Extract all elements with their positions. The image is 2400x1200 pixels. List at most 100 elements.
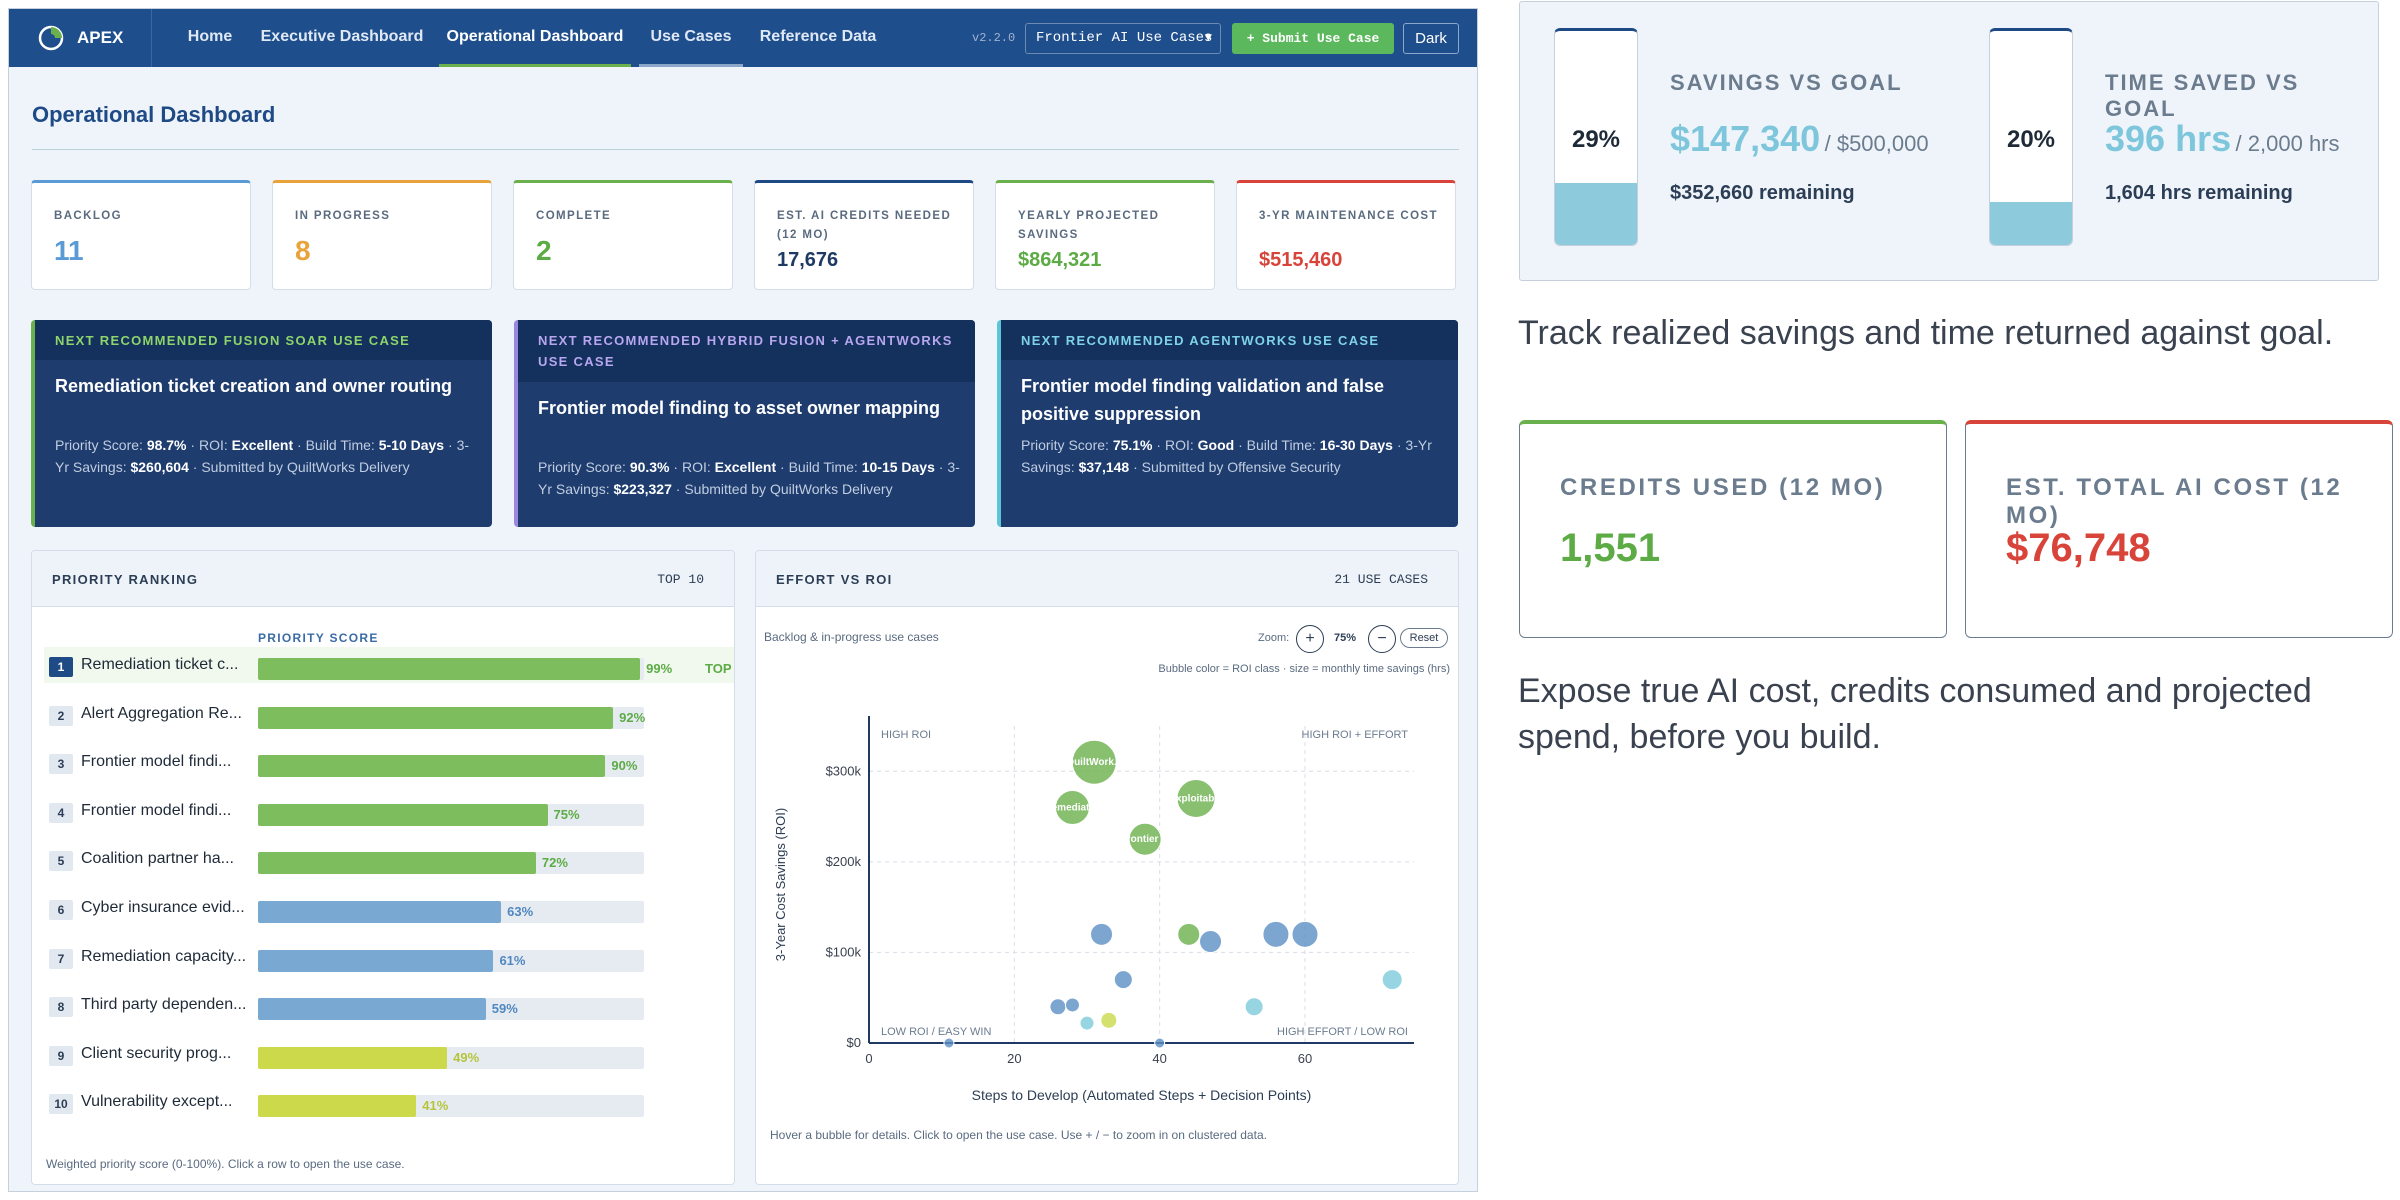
bubble[interactable]: Exploitab...	[1169, 778, 1223, 818]
bubble[interactable]: QuiltWork...	[1066, 739, 1122, 785]
score-bar	[258, 706, 614, 729]
priority-row[interactable]: 2 Alert Aggregation Re... 92%	[44, 696, 734, 732]
priority-row[interactable]: 6 Cyber insurance evid... 63%	[44, 890, 734, 926]
kpi-card: YEARLY PROJECTED SAVINGS $864,321	[995, 180, 1215, 290]
bubble[interactable]	[943, 1037, 955, 1049]
priority-row[interactable]: 9 Client security prog... 49%	[44, 1036, 734, 1072]
bubble[interactable]: Remediati...	[1044, 790, 1101, 826]
bubble-circle[interactable]	[1176, 778, 1216, 818]
bubble-circle[interactable]	[1154, 1037, 1166, 1049]
bubble[interactable]	[1199, 930, 1223, 954]
bubble[interactable]	[1177, 922, 1201, 946]
bubble-circle[interactable]	[1064, 997, 1080, 1013]
recommendation-roi-label: ROI:	[681, 459, 711, 475]
nav-use-cases[interactable]: Use Cases	[639, 9, 743, 67]
time-goal-pct: 20%	[2006, 126, 2056, 153]
bubble-circle[interactable]	[1199, 930, 1223, 954]
recommendation-card[interactable]: NEXT RECOMMENDED FUSION SOAR USE CASE Rem…	[31, 320, 492, 527]
x-tick-label: 0	[865, 1051, 872, 1066]
zoom-in-button[interactable]: +	[1296, 625, 1324, 653]
priority-row[interactable]: 4 Frontier model findi... 75%	[44, 793, 734, 829]
bubble-circle[interactable]	[1100, 1011, 1118, 1029]
bubble-circle[interactable]	[1071, 739, 1117, 785]
recommendation-priority-label: Priority Score:	[538, 459, 626, 475]
priority-row[interactable]: 10 Vulnerability except... 41%	[44, 1084, 734, 1120]
score-track	[258, 852, 644, 875]
recommendation-submitted: Submitted by QuiltWorks Delivery	[201, 459, 410, 475]
bubble-circle[interactable]	[1049, 998, 1067, 1016]
priority-row[interactable]: 1 Remediation ticket c... 99% TOP	[44, 647, 734, 683]
recommendation-header: NEXT RECOMMENDED FUSION SOAR USE CASE	[35, 320, 492, 360]
priority-row[interactable]: 8 Third party dependen... 59%	[44, 987, 734, 1023]
nav-operational-dashboard[interactable]: Operational Dashboard	[439, 9, 631, 67]
zoom-out-button[interactable]: −	[1368, 625, 1396, 653]
bubble-circle[interactable]	[1079, 1015, 1095, 1031]
bubble[interactable]: Frontier ...	[1121, 822, 1170, 856]
priority-row[interactable]: 7 Remediation capacity... 61%	[44, 939, 734, 975]
ai-cost-card: EST. TOTAL AI COST (12 MO) $76,748	[1965, 420, 2393, 638]
nav-reference-data[interactable]: Reference Data	[759, 28, 877, 45]
dark-mode-toggle[interactable]: Dark	[1403, 23, 1459, 54]
score-bar	[258, 755, 606, 778]
bubble[interactable]	[1090, 922, 1114, 946]
bubble[interactable]	[1049, 998, 1067, 1016]
brand-name[interactable]: APEX	[77, 28, 124, 47]
savings-goal-value: $147,340	[1670, 118, 1821, 159]
kpi-label: BACKLOG	[54, 210, 122, 222]
bubble-circle[interactable]	[943, 1037, 955, 1049]
nav-executive-dashboard[interactable]: Executive Dashboard	[260, 28, 424, 45]
priority-row[interactable]: 5 Coalition partner ha... 72%	[44, 841, 734, 877]
score-track	[258, 706, 644, 729]
bubble[interactable]	[1262, 920, 1290, 948]
bubble[interactable]	[1064, 997, 1080, 1013]
apex-logo-icon[interactable]	[37, 24, 65, 52]
score-track	[258, 1046, 644, 1069]
priority-row[interactable]: 3 Frontier model findi... 90%	[44, 744, 734, 780]
bubble-legend-note: Bubble color = ROI class · size = monthl…	[1158, 663, 1450, 675]
bubble[interactable]	[1381, 969, 1403, 991]
portfolio-select[interactable]: Frontier AI Use Cases ▼	[1025, 23, 1221, 54]
kpi-label: IN PROGRESS	[295, 210, 391, 222]
use-case-count-badge: 21 USE CASES	[1334, 572, 1428, 587]
recommendation-roi-label: ROI:	[198, 437, 228, 453]
submit-use-case-button[interactable]: + Submit Use Case	[1232, 23, 1394, 54]
bubble-circle[interactable]	[1054, 790, 1090, 826]
bubble[interactable]	[1079, 1015, 1095, 1031]
score-bar	[258, 1095, 417, 1118]
bubble-circle[interactable]	[1177, 922, 1201, 946]
bubble-circle[interactable]	[1291, 920, 1319, 948]
recommendation-savings-label: 3-Yr Savings:	[55, 437, 470, 475]
score-label: 99%	[646, 661, 673, 676]
recommendation-savings: $260,604	[130, 459, 189, 475]
top-tag: TOP	[705, 661, 732, 676]
recommendation-card[interactable]: NEXT RECOMMENDED HYBRID FUSION + AGENTWO…	[514, 320, 975, 527]
bubble-circle[interactable]	[1381, 969, 1403, 991]
bubble[interactable]	[1100, 1011, 1118, 1029]
use-case-name: Cyber insurance evid...	[81, 899, 245, 916]
bubble-circle[interactable]	[1128, 822, 1162, 856]
score-bar	[258, 901, 502, 923]
active-tab-indicator	[439, 64, 631, 67]
zoom-reset-button[interactable]: Reset	[1400, 628, 1448, 648]
score-label: 90%	[611, 758, 638, 774]
bubble-circle[interactable]	[1244, 997, 1264, 1017]
time-goal-target: / 2,000 hrs	[2235, 131, 2340, 156]
savings-goal-fill	[1555, 182, 1637, 245]
recommendation-card[interactable]: NEXT RECOMMENDED AGENTWORKS USE CASE Fron…	[997, 320, 1458, 527]
bubble[interactable]	[1291, 920, 1319, 948]
bubble-circle[interactable]	[1113, 970, 1133, 990]
score-label: 49%	[453, 1049, 480, 1065]
chevron-down-icon: ▼	[1204, 31, 1212, 45]
kpi-label: EST. AI CREDITS NEEDED (12 MO)	[777, 210, 952, 241]
nav-home[interactable]: Home	[187, 28, 233, 45]
bubble[interactable]	[1154, 1037, 1166, 1049]
kpi-label: YEARLY PROJECTED SAVINGS	[1018, 210, 1160, 241]
recommendation-title: Frontier model finding to asset owner ma…	[538, 398, 941, 418]
savings-goal-target: / $500,000	[1824, 131, 1929, 156]
portfolio-select-value: Frontier AI Use Cases	[1036, 30, 1213, 46]
bubble-circle[interactable]	[1090, 922, 1114, 946]
bubble[interactable]	[1244, 997, 1264, 1017]
bubble[interactable]	[1113, 970, 1133, 990]
page-title: Operational Dashboard	[32, 102, 276, 127]
bubble-circle[interactable]	[1262, 920, 1290, 948]
